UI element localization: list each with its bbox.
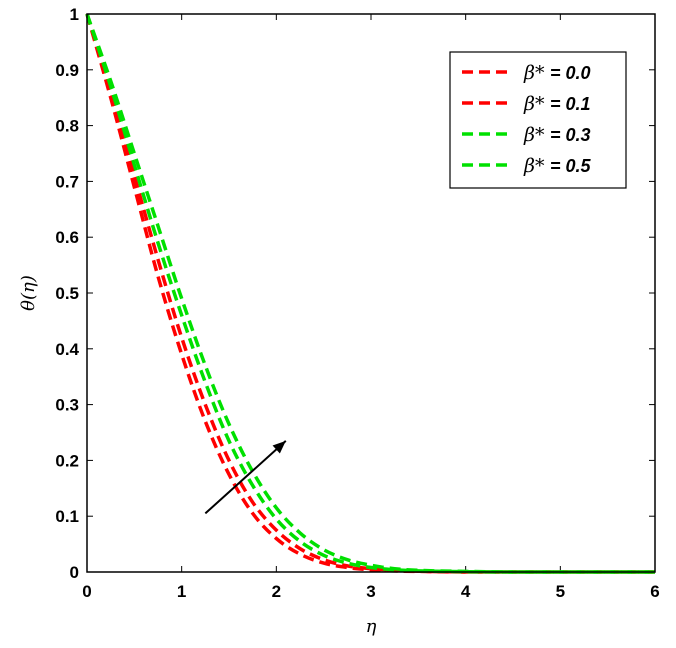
series-line-3 [85, 13, 655, 574]
plot-frame [86, 13, 656, 573]
y-axis-label: θ(η) [18, 275, 39, 311]
y-tick-label: 0.1 [55, 507, 79, 526]
arrow-head [272, 440, 286, 454]
tick-group: 0 1 2 3 4 5 6 0 0.1 0.2 0.3 0.4 0.5 0.6 0.7 0.8 0.9 1 [55, 5, 659, 601]
arrow-line [204, 440, 287, 515]
y-tick-label: 0.3 [55, 396, 79, 415]
legend-symbol-3: β* [523, 155, 545, 177]
legend-symbol-0: β* [523, 62, 545, 84]
y-tick-label: 0.4 [55, 340, 79, 359]
annotation-group [204, 440, 287, 515]
y-tick-label: 0.6 [55, 228, 79, 247]
y-tick-label: 0.5 [55, 284, 79, 303]
legend: β* = 0.0β* = 0.1β* = 0.3β* = 0.5 [449, 51, 627, 189]
legend-value-2: = 0.3 [550, 125, 591, 145]
x-tick-label: 6 [650, 582, 659, 601]
x-tick-label: 4 [461, 582, 471, 601]
legend-value-0: = 0.0 [550, 63, 591, 83]
y-tick-label: 0.8 [55, 117, 79, 136]
x-tick-label: 5 [556, 582, 565, 601]
x-tick-label: 2 [272, 582, 281, 601]
legend-symbol-2: β* [523, 124, 545, 146]
x-tick-label: 0 [82, 582, 91, 601]
legend-value-3: = 0.5 [550, 156, 592, 176]
y-tick-label: 0.7 [55, 172, 79, 191]
x-tick-label: 3 [366, 582, 375, 601]
y-tick-label: 0 [70, 563, 79, 582]
legend-symbol-1: β* [523, 93, 545, 115]
y-tick-label: 0.2 [55, 451, 79, 470]
y-tick-label: 1 [70, 5, 79, 24]
x-axis-label: η [366, 616, 377, 637]
series-line-0 [85, 13, 655, 574]
x-tick-label: 1 [177, 582, 186, 601]
y-tick-label: 0.9 [55, 61, 79, 80]
legend-value-1: = 0.1 [550, 94, 591, 114]
